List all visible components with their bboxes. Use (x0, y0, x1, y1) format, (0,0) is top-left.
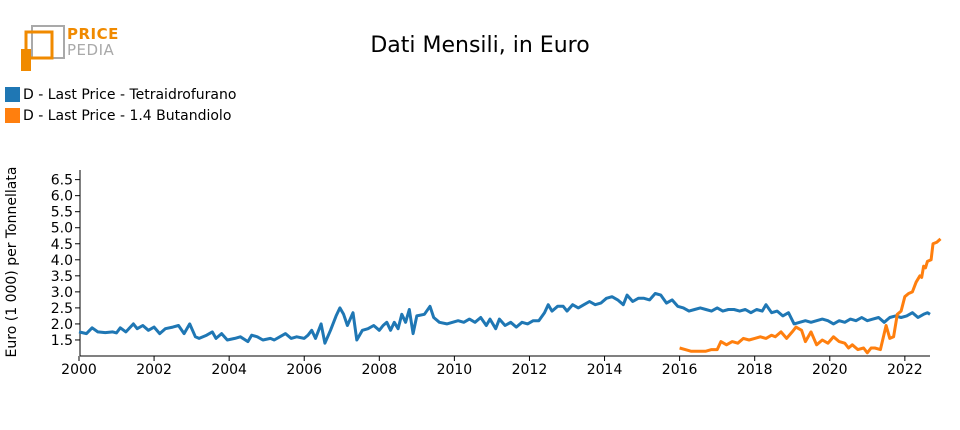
x-tick-label: 2000 (61, 362, 97, 378)
y-axis-label: Euro (1 000) per Tonnellata (4, 167, 20, 358)
legend-swatch-tetraidrofurano (5, 87, 20, 102)
legend-label-tetraidrofurano: D - Last Price - Tetraidrofurano (23, 86, 237, 103)
legend: D - Last Price - Tetraidrofurano D - Las… (5, 84, 236, 126)
x-tick-label: 2010 (437, 362, 473, 378)
legend-item-butandiolo[interactable]: D - Last Price - 1.4 Butandiolo (5, 105, 236, 126)
x-tick-label: 2008 (361, 362, 397, 378)
x-tick-label: 2004 (211, 362, 247, 378)
x-tick-label: 2020 (812, 362, 848, 378)
x-tick-label: 2012 (512, 362, 548, 378)
x-tick-label: 2006 (286, 362, 322, 378)
x-tick-label: 2018 (737, 362, 773, 378)
logo-mark-icon (21, 25, 65, 71)
y-tick-label: 4.5 (51, 237, 73, 253)
chart-title: Dati Mensili, in Euro (370, 33, 590, 58)
y-tick-label: 2.5 (51, 301, 73, 317)
legend-swatch-butandiolo (5, 108, 20, 123)
series-line-tetraidrofurano (78, 292, 931, 345)
x-tick-label: 2014 (587, 362, 623, 378)
legend-label-butandiolo: D - Last Price - 1.4 Butandiolo (23, 107, 232, 124)
y-tick-label: 3.5 (51, 269, 73, 285)
logo-word-pedia: PEDIA (67, 41, 115, 59)
pricepedia-logo: PRICE PEDIA (20, 24, 130, 74)
y-tick-label: 5.5 (51, 205, 73, 221)
x-tick-label: 2002 (136, 362, 172, 378)
series-line-butandiolo (679, 237, 942, 355)
y-tick-label: 2.0 (51, 317, 73, 333)
y-tick-label: 4.0 (51, 253, 73, 269)
y-tick-label: 3.0 (51, 285, 73, 301)
y-tick-label: 6.0 (51, 189, 73, 205)
x-tick-label: 2016 (662, 362, 698, 378)
y-tick-label: 6.5 (51, 173, 73, 189)
legend-item-tetraidrofurano[interactable]: D - Last Price - Tetraidrofurano (5, 84, 236, 105)
logo-word-price: PRICE (67, 25, 119, 43)
y-tick-label: 5.0 (51, 221, 73, 237)
y-tick-label: 1.5 (51, 333, 73, 349)
x-tick-label: 2022 (887, 362, 923, 378)
